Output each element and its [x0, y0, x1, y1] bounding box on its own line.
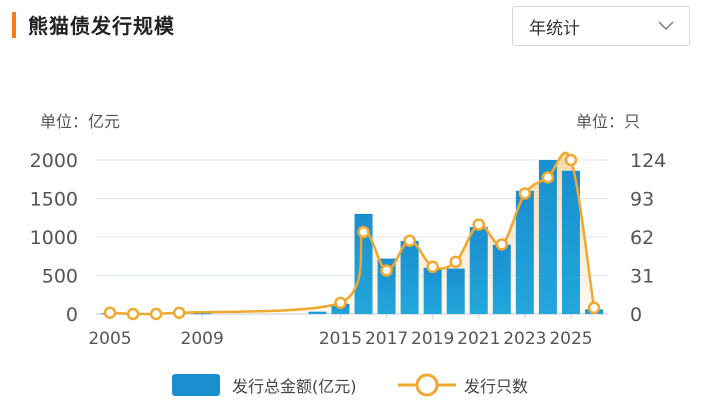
- y-tick-label: 500: [42, 266, 78, 288]
- page-title: 熊猫债发行规模: [28, 14, 175, 38]
- y2-tick-label: 124: [630, 150, 666, 172]
- period-select[interactable]: 年统计: [512, 6, 690, 46]
- x-tick-label: 2025: [549, 329, 592, 349]
- y-tick-label: 0: [66, 304, 78, 326]
- line-point-2023: [518, 187, 532, 200]
- line-point-2020: [449, 255, 462, 269]
- bar-2023: [515, 190, 534, 314]
- legend-line-label: 发行只数: [464, 377, 529, 396]
- legend-bar-label: 发行总金额(亿元): [232, 377, 357, 396]
- bar-2019: [423, 267, 442, 314]
- line-point-2025: [564, 153, 578, 167]
- y-tick-label: 1000: [30, 227, 78, 249]
- bar-2020: [446, 268, 465, 314]
- line-point-2019: [426, 260, 439, 274]
- line-point-2006: [126, 307, 140, 321]
- bar-2014: [308, 311, 327, 314]
- line-point-2007: [149, 307, 163, 321]
- bar-2025: [561, 170, 580, 314]
- x-tick-label: 2019: [411, 329, 454, 349]
- bar-2022: [492, 244, 511, 314]
- x-tick-label: 2015: [319, 329, 362, 349]
- bar-2009: [193, 313, 212, 315]
- x-tick-label: 2021: [457, 329, 500, 349]
- bar-2018: [400, 240, 419, 314]
- line-point-2015: [334, 296, 347, 310]
- line-point-2021: [472, 218, 486, 231]
- period-select-value: 年统计: [529, 18, 580, 39]
- y2-tick-label: 0: [630, 304, 642, 326]
- x-tick-label: 2017: [365, 329, 408, 349]
- legend-bar[interactable]: 发行总金额(亿元): [172, 372, 357, 398]
- line-point-2026: [587, 301, 601, 315]
- left-axis-unit: 单位：亿元: [40, 112, 121, 131]
- bar-2024: [538, 160, 557, 314]
- legend-line[interactable]: 发行只数: [398, 372, 528, 398]
- x-tick-label: 2023: [503, 329, 546, 349]
- legend-bar-swatch: [172, 374, 220, 396]
- bar-2021: [469, 226, 488, 314]
- y2-tick-label: 62: [630, 227, 654, 249]
- y2-tick-label: 31: [630, 266, 654, 288]
- y2-tick-label: 93: [630, 189, 654, 211]
- chevron-down-icon: [658, 21, 674, 31]
- right-axis-unit: 单位：只: [576, 112, 641, 131]
- line-point-2017: [380, 264, 393, 277]
- line-point-2018: [403, 234, 416, 247]
- title-accent-bar: [12, 12, 16, 38]
- x-tick-label: 2009: [181, 329, 224, 349]
- legend-line-swatch: [398, 373, 456, 397]
- y-tick-label: 2000: [30, 150, 78, 172]
- bar-2016: [354, 213, 373, 314]
- line-point-2016: [357, 225, 370, 239]
- line-point-2008: [172, 306, 186, 320]
- x-tick-label: 2005: [88, 329, 131, 349]
- line-point-2022: [495, 238, 509, 251]
- line-point-2005: [103, 306, 117, 320]
- y-tick-label: 1500: [30, 189, 78, 211]
- line-point-2024: [541, 171, 555, 184]
